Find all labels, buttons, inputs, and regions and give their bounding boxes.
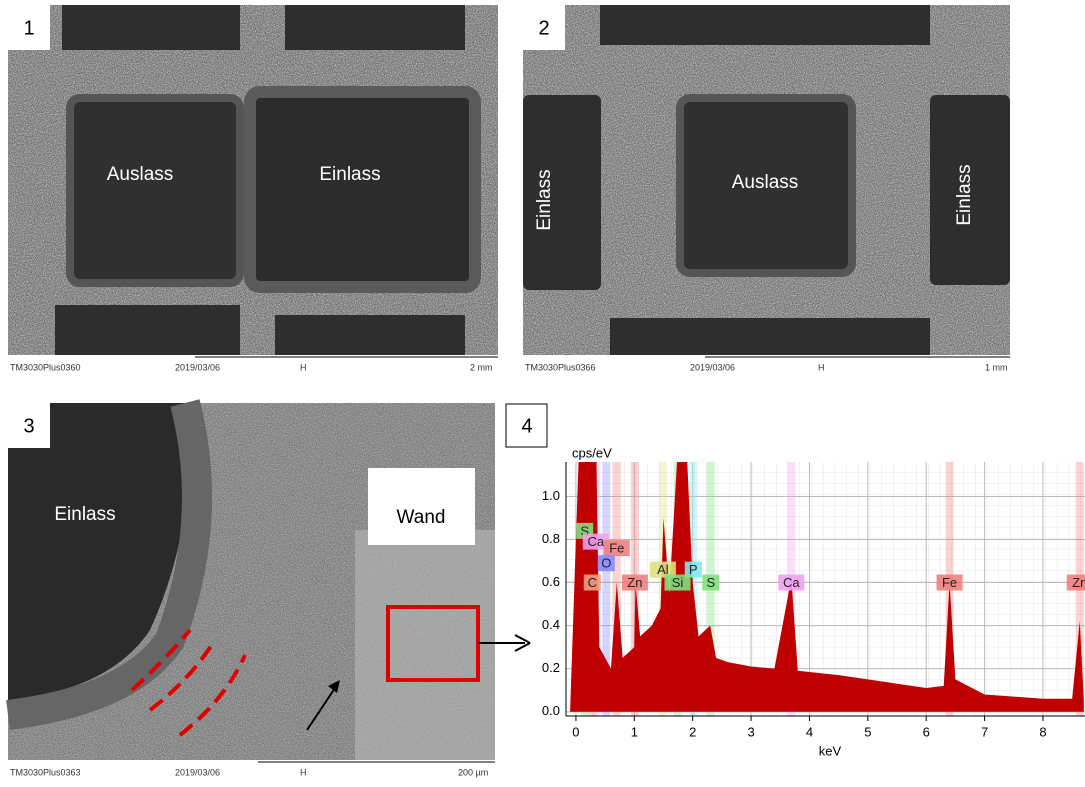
caption: H <box>818 362 825 372</box>
y-tick-label: 0.0 <box>542 703 560 718</box>
caption: H <box>300 767 307 777</box>
panel-number: 2 <box>538 17 549 39</box>
x-tick-label: 3 <box>747 724 754 739</box>
y-tick-label: 0.2 <box>542 660 560 675</box>
x-tick-label: 0 <box>572 724 579 739</box>
element-label: O <box>601 556 611 571</box>
caption: TM3030Plus0366 <box>525 362 596 372</box>
caption: 200 µm <box>458 767 488 777</box>
figure: 1 Auslass Einlass TM3030Plus0360 2019/03… <box>0 0 1085 787</box>
x-tick-label: 4 <box>806 724 813 739</box>
caption: 2019/03/06 <box>175 767 220 777</box>
element-label: Si <box>672 575 684 590</box>
caption: TM3030Plus0360 <box>10 362 81 372</box>
panel-number: 4 <box>521 415 532 437</box>
element-label: Zn <box>627 575 642 590</box>
caption: 2019/03/06 <box>175 362 220 372</box>
image-label: Einlass <box>954 164 975 225</box>
panel-number: 1 <box>23 17 34 39</box>
element-label: Ca <box>587 534 604 549</box>
x-tick-label: 7 <box>981 724 988 739</box>
caption: 2019/03/06 <box>690 362 735 372</box>
element-label: C <box>588 575 597 590</box>
image-label: Wand <box>397 507 446 528</box>
image-label: Auslass <box>107 164 174 185</box>
y-tick-label: 0.4 <box>542 617 560 632</box>
y-axis-label: cps/eV <box>572 445 612 460</box>
x-tick-label: 1 <box>631 724 638 739</box>
x-tick-label: 5 <box>864 724 871 739</box>
x-axis-label: keV <box>819 743 842 758</box>
image-label: Auslass <box>732 172 799 193</box>
x-tick-label: 8 <box>1039 724 1046 739</box>
x-tick-label: 2 <box>689 724 696 739</box>
panel-number: 3 <box>23 415 34 437</box>
y-tick-label: 0.8 <box>542 531 560 546</box>
image-label: Einlass <box>534 169 555 230</box>
y-tick-label: 1.0 <box>542 488 560 503</box>
sem-image-3 <box>8 403 530 760</box>
x-tick-label: 6 <box>923 724 930 739</box>
image-label: Einlass <box>319 164 380 185</box>
y-tick-label: 0.6 <box>542 574 560 589</box>
caption: H <box>300 362 307 372</box>
caption: 1 mm <box>985 362 1008 372</box>
element-label: Zn <box>1072 575 1085 590</box>
element-label: Fe <box>942 575 957 590</box>
element-label: Ca <box>783 575 800 590</box>
sem-image-1 <box>8 5 498 355</box>
caption: TM3030Plus0363 <box>10 767 81 777</box>
element-label: S <box>706 575 715 590</box>
image-label: Einlass <box>54 504 115 525</box>
element-label: Fe <box>609 541 624 556</box>
caption: 2 mm <box>470 362 493 372</box>
